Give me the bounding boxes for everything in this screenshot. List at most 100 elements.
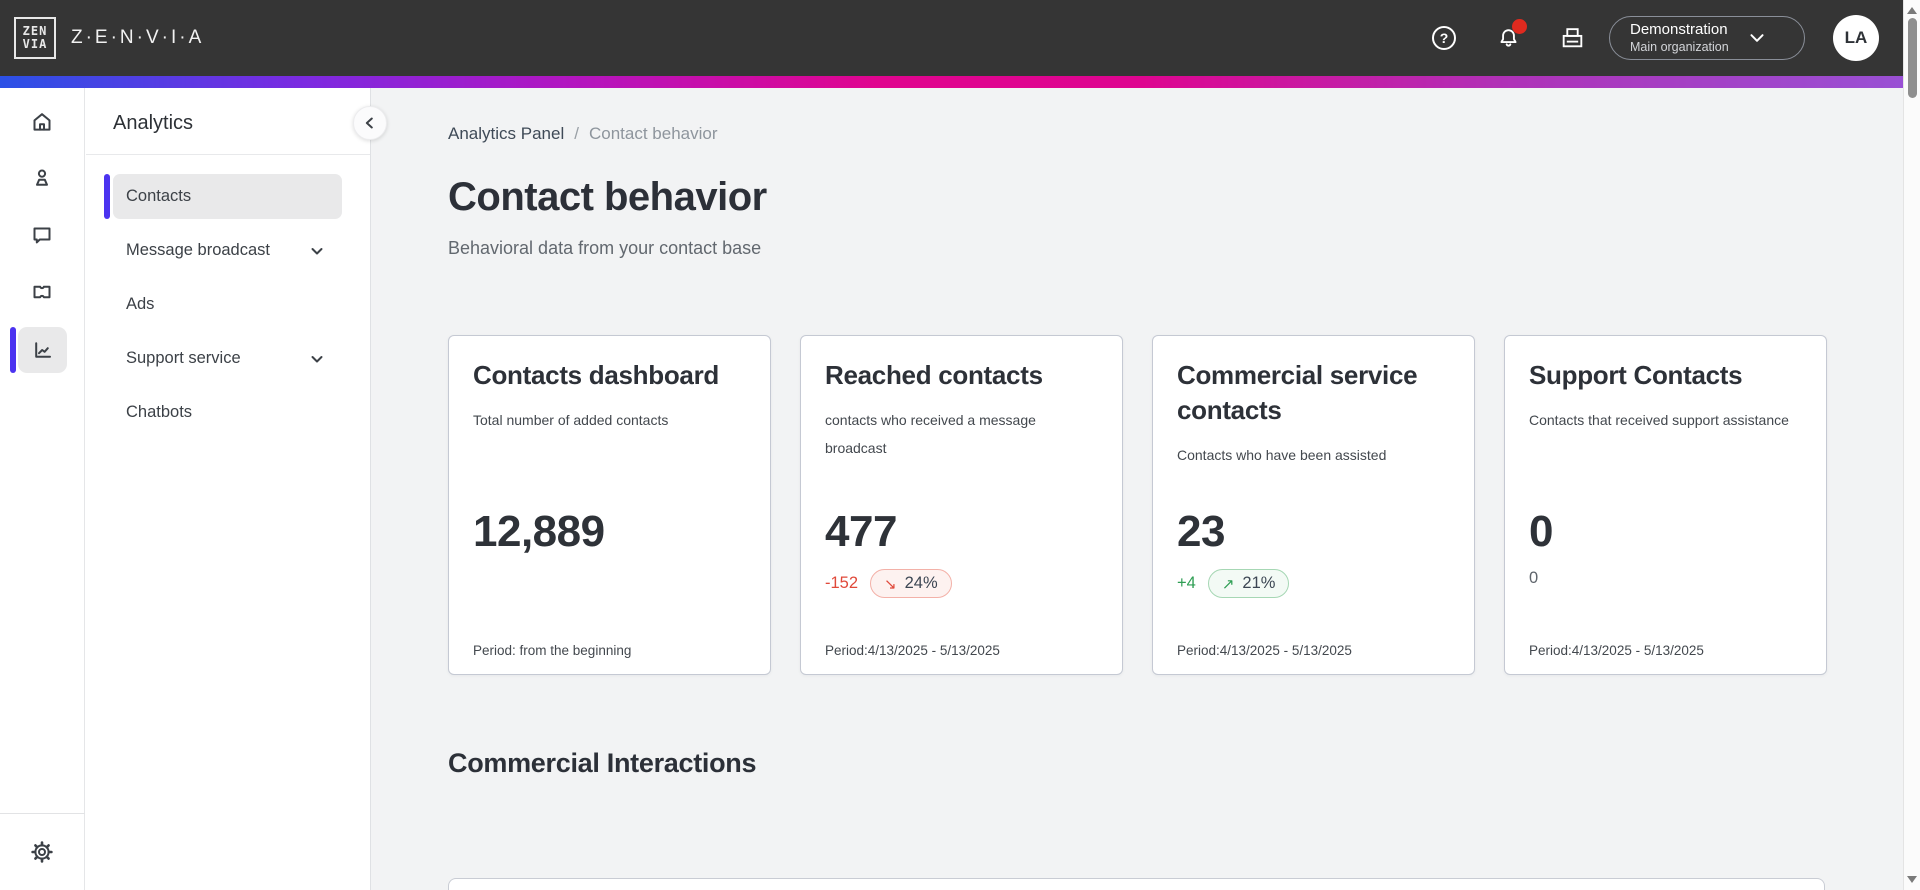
card-period: Period: from the beginning (473, 643, 632, 658)
nav-home-button[interactable] (30, 110, 54, 134)
zenvia-logo-icon: ZEN VIA (14, 17, 56, 59)
card-title: Commercial service contacts (1177, 360, 1418, 425)
trend-up-icon: ↗ (1221, 575, 1235, 593)
sidebar-item-message-broadcast[interactable]: Message broadcast (113, 228, 342, 273)
ticket-icon (33, 285, 51, 299)
card-description: contacts who received a message broadcas… (825, 412, 1036, 456)
delta-row: -152 ↘ 24% (825, 569, 952, 598)
nav-tickets-button[interactable] (30, 280, 54, 304)
chevron-down-icon (1747, 28, 1767, 48)
card-value: 0 (1529, 507, 1553, 556)
nav-contacts-button[interactable] (30, 166, 54, 190)
card-title: Reached contacts (825, 360, 1043, 390)
sidebar-collapse-button[interactable] (353, 106, 387, 140)
analytics-sidebar: Analytics Contacts Message broadcast Ads… (86, 88, 371, 890)
sidebar-title: Analytics (113, 112, 194, 134)
badge-percent: 21% (1242, 574, 1276, 592)
notification-badge (1512, 19, 1527, 34)
sidebar-item-label: Message broadcast (126, 241, 270, 259)
page-subtitle: Behavioral data from your contact base (448, 238, 762, 258)
nav-analytics-button[interactable] (18, 327, 67, 373)
card-description: Contacts who have been assisted (1177, 447, 1387, 463)
organization-name: Demonstration (1630, 21, 1728, 38)
sidebar-item-support-service[interactable]: Support service (113, 336, 342, 381)
page-scrollbar[interactable] (1903, 0, 1920, 890)
breadcrumb-separator: / (574, 124, 579, 143)
gear-icon (31, 841, 53, 863)
card-description: Total number of added contacts (473, 412, 669, 428)
chevron-down-icon (308, 350, 326, 368)
commercial-interactions-card (448, 878, 1825, 890)
chat-bubble-icon (33, 227, 51, 244)
user-avatar[interactable]: LA (1833, 15, 1879, 61)
card-value: 23 (1177, 507, 1225, 556)
scrollbar-down-arrow[interactable] (1907, 876, 1917, 883)
brand-wordmark: Z·E·N·V·I·A (71, 27, 205, 48)
bell-icon (1499, 28, 1517, 47)
sidebar-item-label: Chatbots (126, 403, 193, 421)
settings-button[interactable] (30, 840, 54, 864)
breadcrumb: Analytics Panel / Contact behavior (448, 124, 718, 144)
card-period: Period:4/13/2025 - 5/13/2025 (1529, 643, 1704, 658)
card-value: 12,889 (473, 507, 605, 556)
topbar: ZEN VIA Z·E·N·V·I·A ? (0, 0, 1903, 76)
chevron-down-icon (308, 242, 326, 260)
section-heading-commercial-interactions: Commercial Interactions (448, 748, 757, 778)
logo-row-top: ZEN (22, 24, 48, 38)
stat-cards-row: Contacts dashboard Total number of added… (448, 335, 1827, 675)
topbar-actions: ? Demonstration Main organiz (1395, 15, 1879, 61)
breadcrumb-current: Contact behavior (588, 124, 718, 143)
delta-value: -152 (825, 574, 859, 592)
delta-value: 0 (1529, 569, 1539, 587)
sidebar-item-label: Ads (126, 295, 155, 313)
notifications-button[interactable] (1493, 19, 1527, 53)
sidebar-item-chatbots[interactable]: Chatbots (113, 390, 342, 435)
brand-gradient-bar (0, 76, 1903, 88)
person-icon (36, 169, 48, 186)
rail-divider (0, 813, 85, 814)
nav-conversations-button[interactable] (30, 223, 54, 247)
printer-icon (1562, 27, 1582, 47)
sidebar-item-label: Contacts (126, 187, 192, 205)
sidebar-item-label: Support service (126, 349, 241, 367)
delta-row: 0 (1529, 569, 1538, 588)
card-description: Contacts that received support assistanc… (1529, 412, 1789, 428)
scrollbar-up-arrow[interactable] (1907, 7, 1917, 14)
sidebar-item-contacts[interactable]: Contacts (104, 174, 342, 219)
logo-row-bottom: VIA (22, 37, 48, 51)
sidebar-menu: Contacts Message broadcast Ads Support s… (86, 174, 370, 435)
main-content: Analytics Panel / Contact behavior Conta… (371, 88, 1903, 890)
trend-badge: ↘ 24% (870, 569, 952, 598)
card-title: Contacts dashboard (473, 360, 719, 390)
badge-percent: 24% (904, 574, 938, 592)
trend-badge: ↗ 21% (1207, 569, 1290, 598)
line-chart-icon (34, 342, 51, 358)
scrollbar-thumb[interactable] (1907, 18, 1917, 98)
card-contacts-dashboard: Contacts dashboard Total number of added… (448, 335, 771, 675)
card-period: Period:4/13/2025 - 5/13/2025 (1177, 643, 1352, 658)
print-button[interactable] (1557, 23, 1587, 53)
organization-text: Demonstration Main organization (1630, 21, 1729, 55)
card-commercial-service-contacts: Commercial service contacts Contacts who… (1152, 335, 1475, 675)
breadcrumb-parent-link[interactable]: Analytics Panel (448, 124, 565, 143)
chevron-left-icon (365, 117, 373, 129)
card-reached-contacts: Reached contacts contacts who received a… (800, 335, 1123, 675)
card-period: Period:4/13/2025 - 5/13/2025 (825, 643, 1000, 658)
sidebar-item-ads[interactable]: Ads (113, 282, 342, 327)
home-icon (33, 113, 51, 131)
trend-down-icon: ↘ (884, 575, 897, 593)
card-value: 477 (825, 507, 897, 556)
help-button[interactable]: ? (1429, 23, 1459, 53)
active-nav-indicator (10, 327, 16, 373)
nav-rail (0, 88, 85, 890)
delta-value: +4 (1177, 574, 1196, 592)
organization-description: Main organization (1630, 40, 1729, 54)
card-title: Support Contacts (1529, 360, 1743, 390)
page-title: Contact behavior (448, 175, 767, 219)
sidebar-divider (86, 154, 370, 155)
help-icon: ? (1432, 26, 1456, 50)
organization-selector[interactable]: Demonstration Main organization (1609, 16, 1805, 60)
card-support-contacts: Support Contacts Contacts that received … (1504, 335, 1827, 675)
delta-row: +4 ↗ 21% (1177, 569, 1290, 598)
